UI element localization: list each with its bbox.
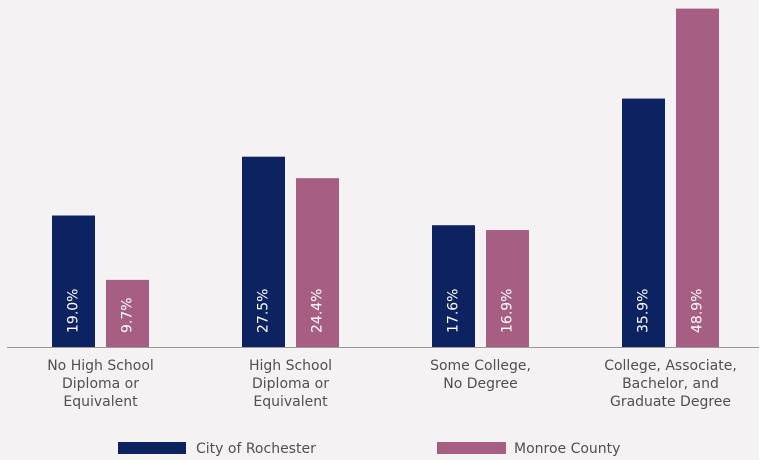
category-labels-group: No High School Diploma or Equivalent High S… — [47, 358, 737, 410]
value-label-monroe-county-0: 9.7% — [120, 297, 136, 333]
bar-monroe-county-2 — [486, 230, 529, 347]
category-label-1-line-1: Diploma or — [252, 376, 329, 392]
bar-monroe-county-1 — [296, 178, 339, 347]
category-label-1-line-0: High School — [249, 358, 332, 374]
legend: City of Rochester Monroe County — [118, 441, 620, 457]
value-label-monroe-county-2: 16.9% — [500, 289, 516, 333]
value-labels-group: 19.0% 27.5% 17.6% 35.9% 9.7% 24.4% 16.9% 48.9% — [66, 289, 706, 333]
legend-label-city-of-rochester: City of Rochester — [196, 441, 316, 457]
bar-city-of-rochester-2 — [432, 225, 475, 347]
bar-monroe-county-3 — [676, 8, 719, 348]
category-label-0-line-2: Equivalent — [63, 394, 138, 410]
bar-city-of-rochester-0 — [52, 215, 95, 347]
bars-group — [52, 8, 719, 348]
value-label-city-of-rochester-2: 17.6% — [446, 289, 462, 333]
category-label-3-line-0: College, Associate, — [604, 358, 737, 374]
category-label-0-line-0: No High School — [47, 358, 154, 374]
category-label-2-line-0: Some College, — [430, 358, 531, 374]
legend-swatch-city-of-rochester — [118, 442, 186, 454]
legend-swatch-monroe-county — [437, 442, 506, 454]
bar-monroe-county-0 — [106, 279, 149, 347]
legend-label-monroe-county: Monroe County — [514, 441, 620, 457]
bar-city-of-rochester-1 — [242, 156, 285, 347]
category-label-3-line-1: Bachelor, and — [622, 376, 719, 392]
bar-city-of-rochester-3 — [622, 98, 665, 348]
value-label-monroe-county-1: 24.4% — [310, 289, 326, 333]
category-label-0-line-1: Diploma or — [62, 376, 139, 392]
value-label-city-of-rochester-1: 27.5% — [256, 289, 272, 333]
category-label-2-line-1: No Degree — [443, 376, 517, 392]
category-label-3-line-2: Graduate Degree — [610, 394, 731, 410]
value-label-city-of-rochester-3: 35.9% — [636, 289, 652, 333]
value-label-city-of-rochester-0: 19.0% — [66, 289, 82, 333]
category-label-1-line-2: Equivalent — [253, 394, 328, 410]
value-label-monroe-county-3: 48.9% — [690, 289, 706, 333]
